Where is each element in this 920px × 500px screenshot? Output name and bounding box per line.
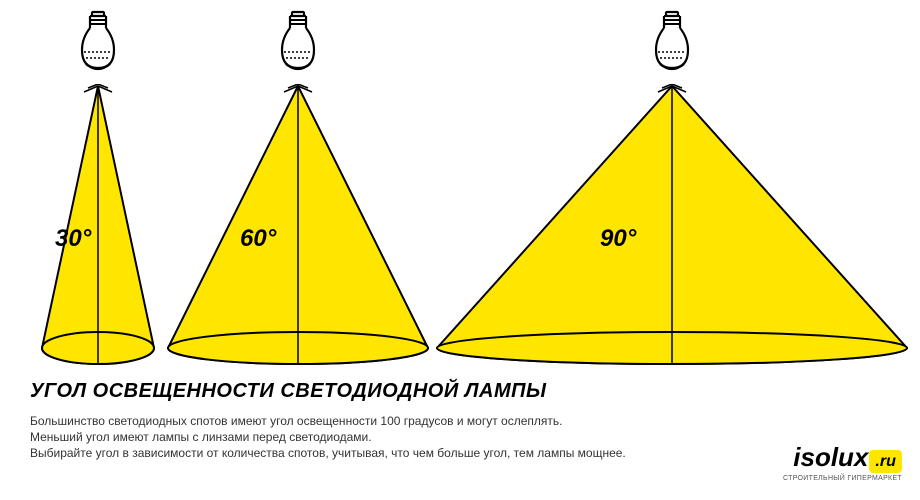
lightbulb-icon <box>644 10 700 80</box>
text-block: УГОЛ ОСВЕЩЕННОСТИ СВЕТОДИОДНОЙ ЛАМПЫ Бол… <box>30 380 890 462</box>
lamp-group <box>70 10 126 80</box>
angle-label: 30° <box>55 225 91 253</box>
lightbulb-icon <box>270 10 326 80</box>
infographic-title: УГОЛ ОСВЕЩЕННОСТИ СВЕТОДИОДНОЙ ЛАМПЫ <box>30 380 890 403</box>
light-cone <box>433 84 911 375</box>
infographic-body: Большинство светодиодных спотов имеют уг… <box>30 413 890 462</box>
lamp-group <box>270 10 326 80</box>
body-line: Выбирайте угол в зависимости от количест… <box>30 445 890 461</box>
lamp-group <box>644 10 700 80</box>
logo-main-text: isolux <box>793 442 868 472</box>
body-line: Меньший угол имеют лампы с линзами перед… <box>30 429 890 445</box>
logo-suffix: .ru <box>869 450 902 473</box>
light-cone <box>164 84 432 375</box>
brand-logo: isolux.ru СТРОИТЕЛЬНЫЙ ГИПЕРМАРКЕТ <box>783 444 902 482</box>
logo-subtitle: СТРОИТЕЛЬНЫЙ ГИПЕРМАРКЕТ <box>783 475 902 482</box>
angle-label: 60° <box>240 225 276 253</box>
angle-label: 90° <box>600 225 636 253</box>
lightbulb-icon <box>70 10 126 80</box>
diagram-area: 30° 60° <box>0 0 920 360</box>
body-line: Большинство светодиодных спотов имеют уг… <box>30 413 890 429</box>
